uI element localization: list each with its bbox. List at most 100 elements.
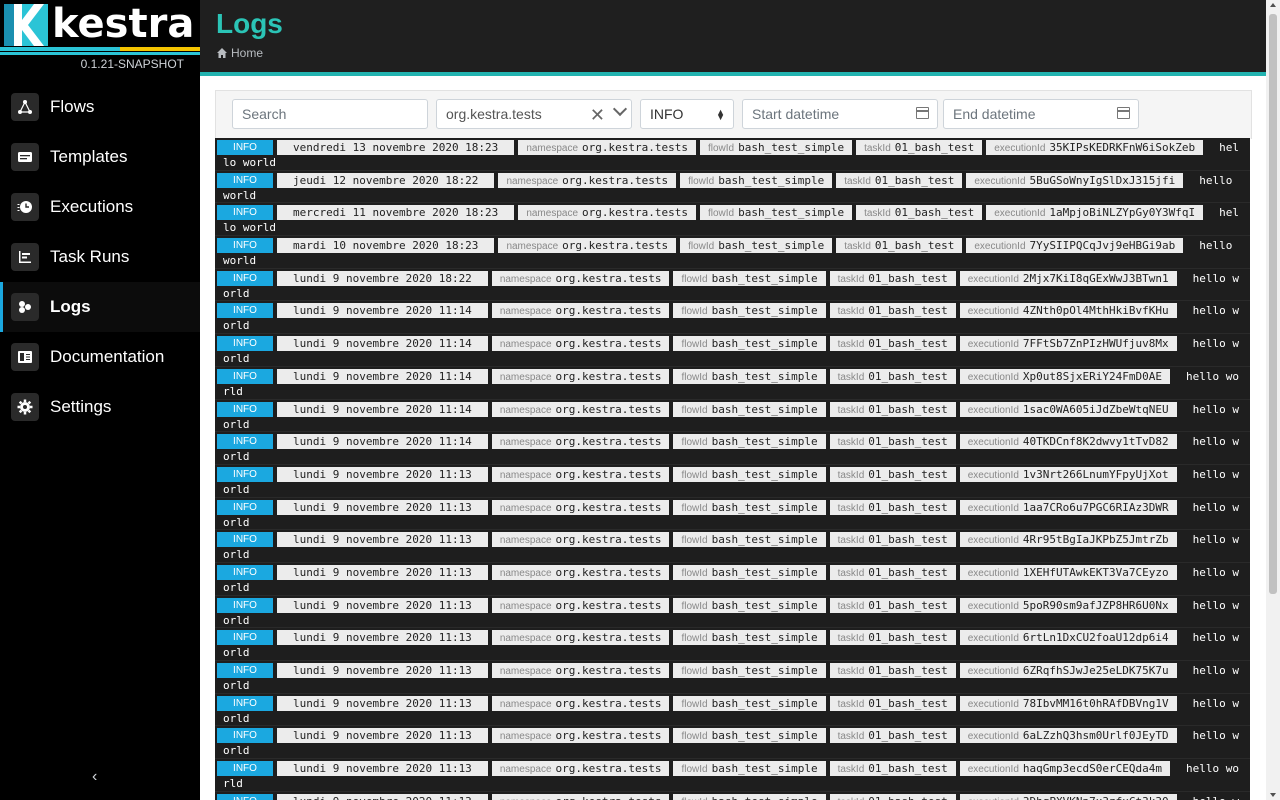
log-flowid-value: bash_test_simple xyxy=(718,239,825,253)
log-executionid-value: 4Rr95tBgIaJKPbZ5JmtrZb xyxy=(1022,533,1169,547)
log-message: hel xyxy=(1219,141,1239,154)
log-message: hello w xyxy=(1192,500,1239,514)
log-key-label: flowId xyxy=(681,437,708,449)
log-date: lundi 9 novembre 2020 11:13 xyxy=(277,695,488,711)
log-key-label: taskId xyxy=(844,175,871,187)
log-key-label: taskId xyxy=(837,404,865,416)
log-key-label: flowId xyxy=(707,143,735,154)
end-datetime-input[interactable]: End datetime xyxy=(943,99,1139,129)
log-message: hello w xyxy=(1192,631,1239,645)
namespace-select[interactable]: org.kestra.tests ✕ xyxy=(436,99,632,129)
log-key-label: flowId xyxy=(681,339,708,351)
log-taskid-value: 01_bash_test xyxy=(868,500,948,514)
log-namespace-value: org.kestra.tests xyxy=(555,500,662,514)
log-date: lundi 9 novembre 2020 11:14 xyxy=(277,368,488,384)
scroll-down-icon[interactable] xyxy=(1270,793,1276,797)
sidebar-item-templates[interactable]: Templates xyxy=(0,132,200,182)
log-key-label: executionId xyxy=(974,241,1026,253)
log-key-label: executionId xyxy=(967,502,1019,514)
brand[interactable]: kestra 0.1.21-SNAPSHOT xyxy=(0,0,200,72)
log-row: INFO jeudi 12 novembre 2020 18:22 namespac… xyxy=(215,171,1250,204)
log-flowid-value: bash_test_simple xyxy=(711,435,818,449)
log-level-badge: INFO xyxy=(217,172,273,188)
log-key-label: flowId xyxy=(681,600,708,612)
log-level-badge: INFO xyxy=(217,695,273,711)
scroll-up-icon[interactable] xyxy=(1270,3,1276,7)
log-level-badge: INFO xyxy=(217,728,273,744)
chevron-down-icon[interactable] xyxy=(612,101,628,117)
brand-name: kestra xyxy=(52,1,195,47)
log-row: INFO mardi 10 novembre 2020 18:23 namespac… xyxy=(215,236,1250,269)
log-level-badge: INFO xyxy=(217,532,273,548)
log-executionid-value: 7YySIIPQCqJvj9eHBGi9ab xyxy=(1029,239,1176,253)
sidebar-item-executions[interactable]: Executions xyxy=(0,182,200,232)
log-taskid-value: 01_bash_test xyxy=(894,141,975,154)
log-executionid-value: 6ZRqfhSJwJe25eLDK75K7u xyxy=(1022,664,1169,677)
calendar-icon[interactable] xyxy=(1117,107,1130,119)
log-flowid-value: bash_test_simple xyxy=(711,402,818,416)
breadcrumb[interactable]: Home xyxy=(217,46,263,60)
log-key-label: namespace xyxy=(506,175,559,187)
scrollbar-thumb[interactable] xyxy=(1269,14,1277,594)
clear-icon[interactable]: ✕ xyxy=(589,105,605,125)
collapse-sidebar-button[interactable]: ‹ xyxy=(92,768,98,785)
sidebar-item-settings[interactable]: Settings xyxy=(0,382,200,432)
log-key-label: executionId xyxy=(974,175,1026,187)
log-executionid-cell: executionId 1sac0WA605iJdZbeWtqNEU xyxy=(959,401,1177,417)
log-flowid-value: bash_test_simple xyxy=(718,173,825,187)
log-flowid-value: bash_test_simple xyxy=(711,500,818,514)
log-level-badge: INFO xyxy=(217,140,273,155)
log-taskid-value: 01_bash_test xyxy=(868,337,948,351)
log-line: INFO lundi 9 novembre 2020 11:14 namespace… xyxy=(215,434,1239,450)
log-flowid-value: bash_test_simple xyxy=(738,206,845,220)
log-key-label: namespace xyxy=(500,797,552,800)
log-taskid-value: 01_bash_test xyxy=(868,598,948,612)
search-input[interactable]: Search xyxy=(232,99,428,129)
log-key-label: executionId xyxy=(967,404,1019,416)
log-key-label: namespace xyxy=(499,306,552,318)
level-select[interactable]: INFO ▲ ▼ xyxy=(640,99,734,129)
log-level-badge: INFO xyxy=(217,434,273,450)
calendar-icon[interactable] xyxy=(916,107,929,119)
log-key-label: namespace xyxy=(506,241,559,253)
log-taskid-value: 01_bash_test xyxy=(868,533,948,547)
log-date: lundi 9 novembre 2020 11:13 xyxy=(277,597,488,613)
log-executionid-cell: executionId 40TKDCnf8K2dwvy1tTvD82 xyxy=(959,434,1177,450)
sidebar-item-flows[interactable]: Flows xyxy=(0,82,200,132)
start-datetime-placeholder: Start datetime xyxy=(752,106,840,122)
log-namespace-value: org.kestra.tests xyxy=(582,141,688,154)
sidebar-item-label: Logs xyxy=(50,297,91,316)
log-executionid-value: 3DhqPXVKNp7x3zfxCt3k30 xyxy=(1023,795,1169,800)
log-namespace-value: org.kestra.tests xyxy=(555,467,662,481)
breadcrumb-home[interactable]: Home xyxy=(231,46,264,60)
sidebar-item-documentation[interactable]: Documentation xyxy=(0,332,200,382)
sidebar-item-logs[interactable]: Logs xyxy=(0,282,200,332)
log-level-badge: INFO xyxy=(217,466,273,482)
log-line: INFO lundi 9 novembre 2020 11:14 namespace… xyxy=(215,303,1239,319)
log-date: lundi 9 novembre 2020 11:13 xyxy=(277,728,488,744)
log-key-label: namespace xyxy=(499,666,552,677)
log-key-label: flowId xyxy=(681,567,708,579)
sidebar-item-task-runs[interactable]: Task Runs xyxy=(0,232,200,282)
page-scrollbar[interactable] xyxy=(1266,0,1280,800)
log-date: vendredi 13 novembre 2020 18:23 xyxy=(277,140,515,155)
log-executionid-value: 6aLZzhQ3hsm0Urlf0JEyTD xyxy=(1022,729,1169,743)
log-key-label: namespace xyxy=(526,143,579,154)
start-datetime-input[interactable]: Start datetime xyxy=(742,99,938,129)
log-date: lundi 9 novembre 2020 11:14 xyxy=(277,303,488,319)
